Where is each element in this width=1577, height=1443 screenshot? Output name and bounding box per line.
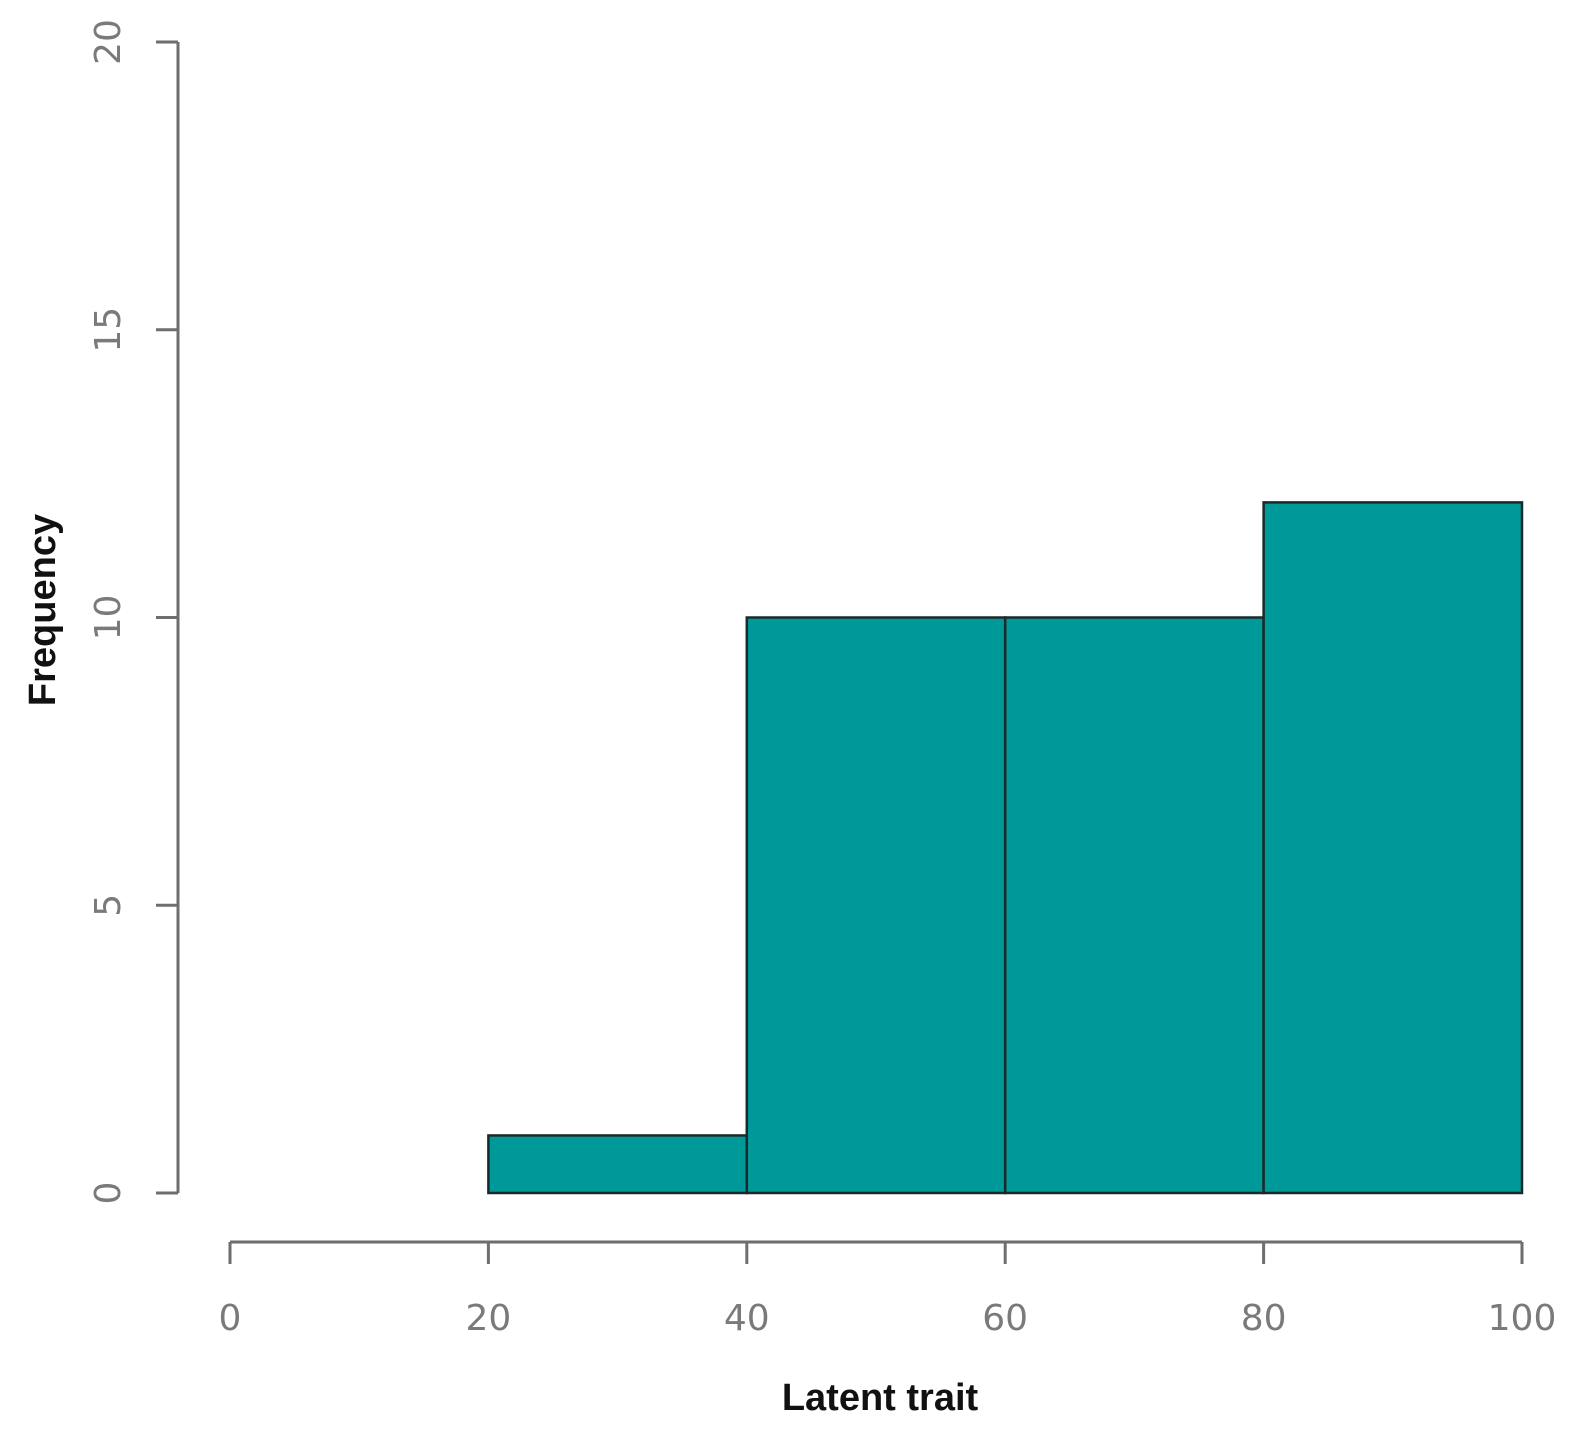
y-axis: 0 5 10 15 20 bbox=[88, 19, 180, 1205]
x-tick-label: 40 bbox=[724, 1298, 770, 1339]
y-axis-label: Frequency bbox=[22, 514, 64, 706]
histogram-bar-4 bbox=[1262, 501, 1524, 1195]
bars-group bbox=[487, 501, 1524, 1195]
y-tick-label: 10 bbox=[88, 595, 129, 641]
x-axis-label: Latent trait bbox=[782, 1377, 979, 1419]
y-tick-label: 20 bbox=[88, 19, 129, 65]
x-axis: 0 20 40 60 80 100 bbox=[219, 1240, 1557, 1339]
x-tick-label: 100 bbox=[1488, 1298, 1557, 1339]
x-tick-label: 80 bbox=[1241, 1298, 1287, 1339]
histogram-bar-3 bbox=[1003, 616, 1265, 1195]
y-tick-label: 15 bbox=[88, 307, 129, 353]
histogram-bar-2 bbox=[745, 616, 1007, 1195]
y-tick-label: 5 bbox=[88, 894, 129, 917]
histogram-bar-1 bbox=[487, 1134, 749, 1195]
x-tick-label: 20 bbox=[465, 1298, 511, 1339]
x-tick-label: 60 bbox=[982, 1298, 1028, 1339]
y-tick-label: 0 bbox=[88, 1182, 129, 1205]
x-tick-label: 0 bbox=[219, 1298, 242, 1339]
